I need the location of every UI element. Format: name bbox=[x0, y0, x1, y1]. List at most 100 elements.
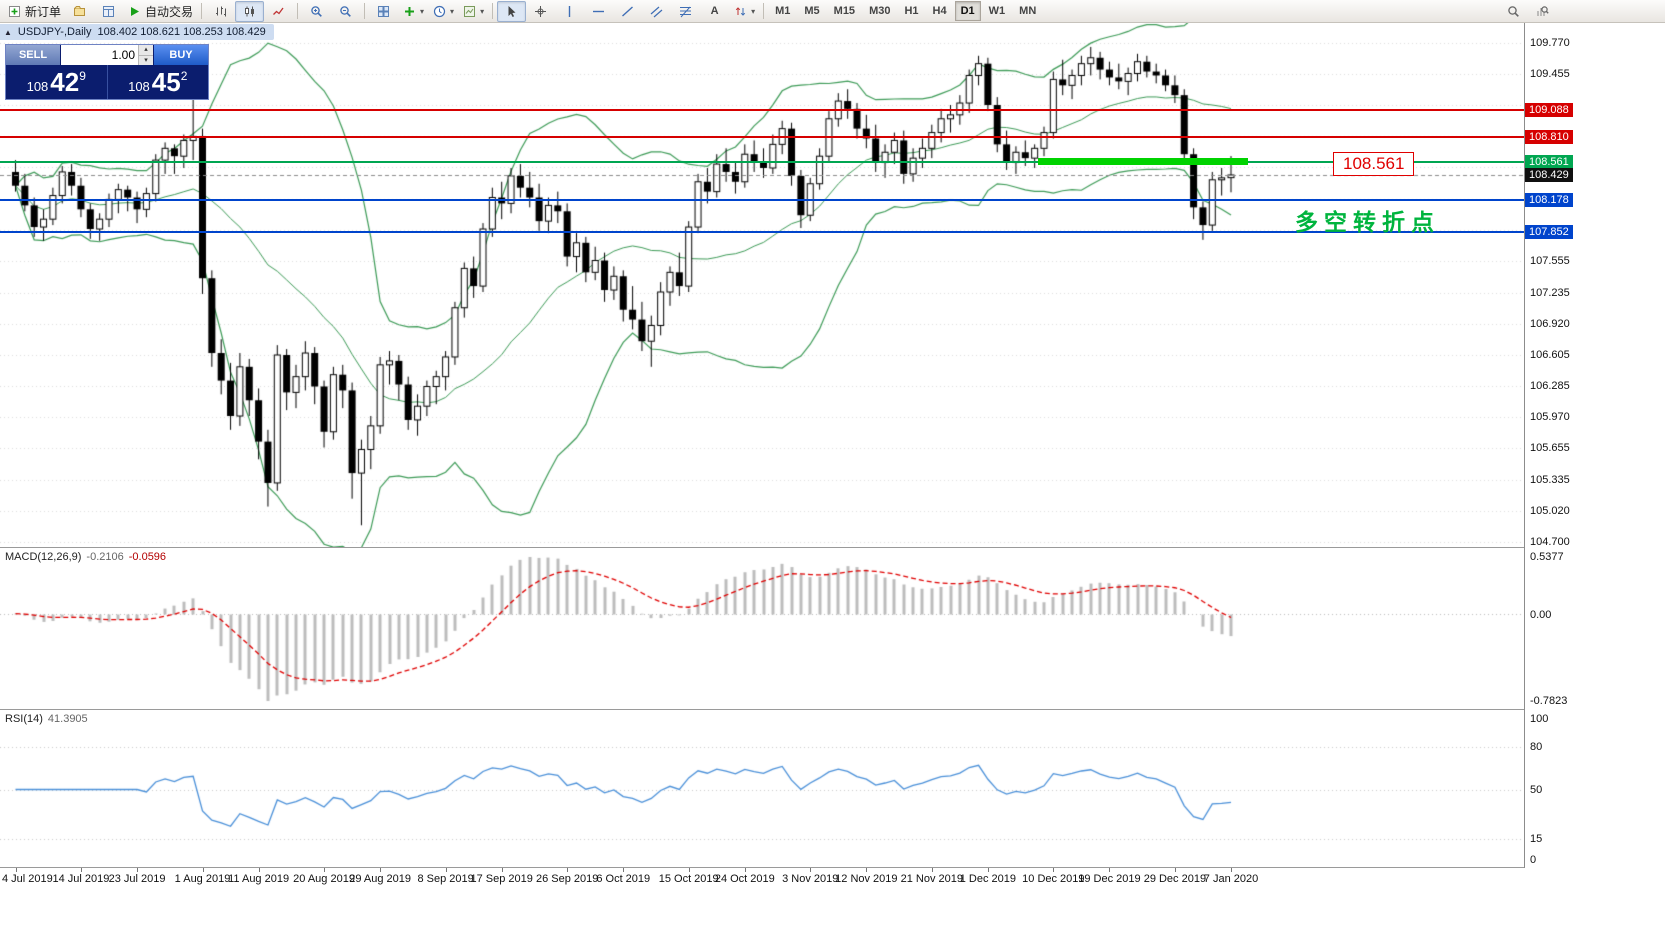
volume-box: 1.00 ▴ ▾ bbox=[61, 45, 153, 65]
toolbar-separator bbox=[297, 3, 299, 19]
price-tick-label: 105.335 bbox=[1530, 473, 1570, 486]
time-axis-label: 1 Dec 2019 bbox=[959, 873, 1017, 885]
support-line-108-178[interactable] bbox=[0, 198, 1524, 201]
time-axis-tick bbox=[1231, 868, 1232, 872]
rsi-axis-label: 100 bbox=[1530, 713, 1549, 725]
crosshair-button[interactable] bbox=[526, 1, 555, 22]
dropdown-caret-icon: ▾ bbox=[420, 6, 425, 16]
timeframe-h4-button[interactable]: H4 bbox=[932, 5, 947, 17]
price-scale[interactable]: 109.770 109.455 107.555 107.235 106.920 106.6… bbox=[1524, 23, 1665, 868]
zoom-out-button[interactable] bbox=[331, 1, 360, 22]
timeframe-d1-button[interactable]: D1 bbox=[954, 1, 981, 21]
data-window-button[interactable] bbox=[94, 1, 123, 22]
vertical-line-button[interactable] bbox=[555, 1, 584, 22]
chart-shift-button[interactable] bbox=[1528, 1, 1557, 22]
timeframe-m15-button[interactable]: M15 bbox=[833, 5, 856, 17]
pivot-line-108-561[interactable] bbox=[0, 160, 1524, 163]
timeframe-mn-button[interactable]: MN bbox=[1019, 5, 1037, 17]
time-axis-label: 26 Sep 2019 bbox=[535, 873, 599, 885]
autotrading-button-label: 自动交易 bbox=[145, 4, 194, 19]
trendline-icon bbox=[620, 4, 635, 18]
toolbar-separator bbox=[763, 3, 765, 19]
pivot-note-text[interactable]: 多空转折点 bbox=[1295, 209, 1440, 235]
time-axis-tick bbox=[15, 868, 17, 872]
pivot-highlight[interactable] bbox=[1038, 158, 1248, 166]
time-axis-tick bbox=[810, 868, 812, 872]
time-axis-tick bbox=[1109, 868, 1111, 872]
tile-windows-button[interactable] bbox=[369, 1, 398, 22]
time-axis-label: 6 Oct 2019 bbox=[596, 873, 651, 885]
timeframe-m30-button[interactable]: M30 bbox=[869, 5, 891, 17]
zoom-in-button[interactable] bbox=[302, 1, 331, 22]
text-tool-icon: A bbox=[710, 5, 719, 17]
buy-price-button[interactable]: 108 45 2 bbox=[108, 65, 209, 99]
time-axis-label: 1 Aug 2019 bbox=[174, 873, 231, 885]
line-chart-icon bbox=[271, 4, 286, 18]
arrows-button[interactable]: ▾ bbox=[729, 1, 759, 22]
time-axis-tick bbox=[202, 868, 204, 872]
sell-price-frac: 9 bbox=[79, 69, 86, 83]
price-tick-label: 105.655 bbox=[1530, 442, 1570, 454]
time-axis-border bbox=[0, 867, 1665, 868]
buy-price-pips: 45 bbox=[151, 67, 181, 97]
equidistant-channel-button[interactable] bbox=[642, 1, 671, 22]
sell-price-button[interactable]: 108 42 9 bbox=[6, 65, 108, 99]
chart-profiles-button[interactable] bbox=[65, 1, 94, 22]
bars-chart-button[interactable] bbox=[206, 1, 235, 22]
macd-name: MACD(12,26,9) bbox=[5, 551, 82, 563]
periods-button[interactable]: ▾ bbox=[428, 1, 458, 22]
macd-canvas[interactable] bbox=[0, 549, 1524, 709]
price-tick-label: 106.920 bbox=[1530, 317, 1570, 330]
periods-icon bbox=[432, 4, 447, 18]
ohlc-values: 108.402 108.621 108.253 108.429 bbox=[97, 26, 266, 38]
volume-down-button[interactable]: ▾ bbox=[139, 55, 153, 65]
new-order-icon bbox=[7, 4, 22, 18]
new-order-button[interactable]: 新订单 bbox=[3, 1, 65, 22]
support-line-107-852[interactable] bbox=[0, 230, 1524, 233]
sell-button[interactable]: SELL bbox=[6, 45, 61, 65]
timeframe-m5-button[interactable]: M5 bbox=[804, 5, 820, 17]
time-axis-label: 17 Sep 2019 bbox=[470, 873, 533, 885]
cursor-button[interactable] bbox=[497, 0, 527, 22]
text-button[interactable]: A bbox=[700, 1, 729, 22]
timeframe-h1-button[interactable]: H1 bbox=[904, 5, 919, 17]
dropdown-caret-icon: ▾ bbox=[450, 6, 455, 16]
symbol-search-button[interactable] bbox=[1499, 1, 1528, 22]
autotrading-button[interactable]: 自动交易 bbox=[123, 1, 197, 22]
rsi-canvas[interactable] bbox=[0, 711, 1524, 867]
tag-109-088: 109.088 bbox=[1525, 103, 1573, 118]
tag-108-429: 108.429 bbox=[1525, 167, 1573, 182]
candles-chart-button[interactable] bbox=[235, 0, 265, 22]
time-axis-tick bbox=[258, 868, 260, 872]
volume-up-button[interactable]: ▴ bbox=[139, 45, 153, 56]
data-window-icon bbox=[101, 4, 116, 18]
autotrading-icon bbox=[127, 4, 142, 18]
price-callout[interactable]: 108.561 bbox=[1333, 152, 1415, 176]
line-chart-button[interactable] bbox=[264, 1, 293, 22]
time-axis[interactable]: 4 Jul 2019 14 Jul 2019 23 Jul 2019 1 Aug 20… bbox=[0, 868, 1524, 894]
tile-windows-icon bbox=[376, 4, 391, 18]
time-axis-label: 21 Nov 2019 bbox=[900, 873, 963, 885]
price-tick-label: 106.605 bbox=[1530, 348, 1570, 361]
resistance-line-108-810[interactable] bbox=[0, 136, 1524, 139]
fibonacci-button[interactable] bbox=[671, 1, 700, 22]
templates-icon bbox=[462, 4, 477, 18]
time-axis-label: 3 Nov 2019 bbox=[782, 873, 839, 885]
symbol-period-label: USDJPY-,Daily bbox=[17, 26, 92, 38]
volume-input[interactable]: 1.00 bbox=[111, 48, 135, 62]
time-axis-tick bbox=[380, 868, 382, 872]
price-tick-label: 106.285 bbox=[1530, 380, 1570, 392]
templates-button[interactable]: ▾ bbox=[458, 1, 488, 22]
resistance-line-109-088[interactable] bbox=[0, 109, 1524, 112]
timeframe-w1-button[interactable]: W1 bbox=[988, 5, 1006, 17]
indicators-button[interactable]: ▾ bbox=[398, 1, 428, 22]
tag-108-810: 108.810 bbox=[1525, 130, 1573, 145]
pane-divider bbox=[0, 547, 1665, 548]
horizontal-line-button[interactable] bbox=[584, 1, 613, 22]
trendline-button[interactable] bbox=[613, 1, 642, 22]
buy-button[interactable]: BUY bbox=[153, 45, 208, 65]
timeframe-m1-button[interactable]: M1 bbox=[775, 5, 791, 17]
time-axis-tick bbox=[1053, 868, 1055, 872]
pane-divider bbox=[0, 709, 1665, 710]
time-axis-tick bbox=[931, 868, 933, 872]
